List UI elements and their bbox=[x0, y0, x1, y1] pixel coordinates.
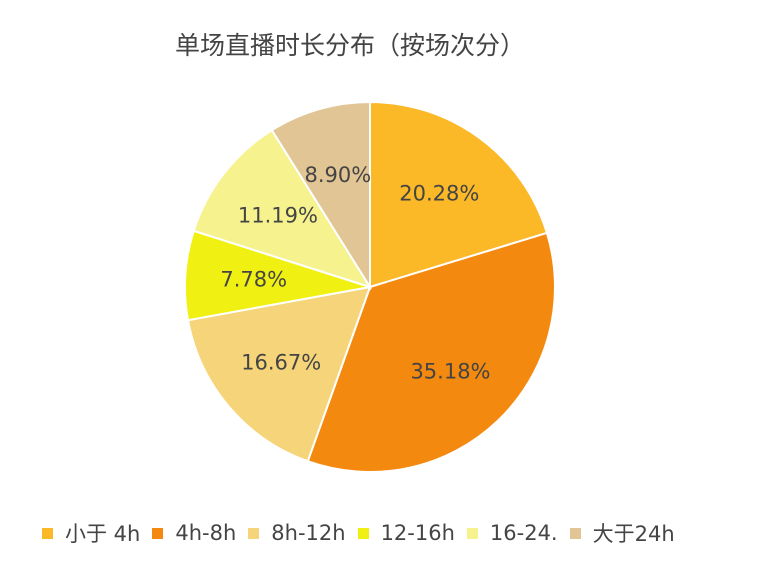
pie-slice-6 bbox=[270, 100, 371, 291]
legend-swatch bbox=[466, 527, 478, 539]
pie-slice-5 bbox=[192, 128, 373, 289]
legend: 小于 4h 4h-8h 8h-12h 12-16h 16-24. 大于24h bbox=[42, 518, 675, 548]
legend-item-2: 4h-8h bbox=[152, 521, 236, 545]
legend-item-1: 小于 4h bbox=[42, 518, 140, 548]
legend-label: 小于 4h bbox=[65, 522, 141, 546]
legend-item-4: 12-16h bbox=[357, 521, 455, 545]
pie-slice-3 bbox=[186, 285, 372, 463]
legend-item-3: 8h-12h bbox=[248, 521, 346, 545]
legend-item-5: 16-24. bbox=[466, 521, 558, 545]
slice-value-label-5: 11.19% bbox=[238, 204, 318, 228]
slice-value-label-1: 20.28% bbox=[399, 181, 479, 205]
legend-label: 12-16h bbox=[380, 521, 455, 545]
legend-label: 大于24h bbox=[592, 522, 675, 546]
pie-chart: 20.28% 35.18% 16.67% 7.78% 11.19% 8.90% bbox=[184, 100, 556, 473]
pie-slice-2 bbox=[306, 231, 556, 473]
legend-swatch bbox=[42, 527, 53, 539]
legend-swatch bbox=[569, 527, 581, 539]
slice-value-label-3: 16.67% bbox=[241, 350, 321, 374]
slice-value-label-2: 35.18% bbox=[410, 359, 490, 383]
legend-swatch bbox=[248, 527, 260, 539]
legend-label: 4h-8h bbox=[175, 521, 237, 545]
chart-title: 单场直播时长分布（按场次分） bbox=[174, 31, 525, 60]
slice-value-label-4: 7.78% bbox=[220, 268, 287, 292]
legend-label: 16-24. bbox=[489, 521, 558, 545]
legend-swatch bbox=[152, 527, 164, 539]
legend-swatch bbox=[357, 527, 369, 539]
legend-item-6: 大于24h bbox=[569, 518, 675, 548]
pie-slice-1 bbox=[369, 100, 549, 289]
legend-label: 8h-12h bbox=[271, 521, 346, 545]
slice-value-label-6: 8.90% bbox=[304, 163, 371, 187]
